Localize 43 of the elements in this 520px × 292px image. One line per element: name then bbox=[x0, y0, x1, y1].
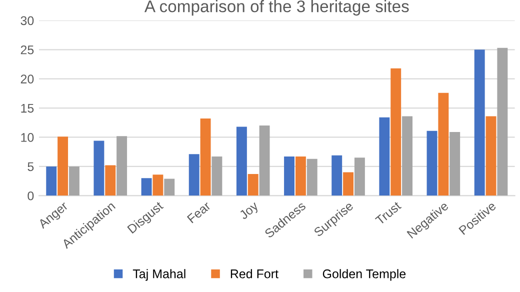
x-tick-label: Fear bbox=[186, 200, 212, 224]
bar bbox=[105, 165, 116, 196]
bar bbox=[438, 92, 449, 196]
bar bbox=[426, 130, 438, 196]
bar bbox=[390, 68, 402, 196]
x-tick-label: Joy bbox=[238, 200, 261, 222]
bar bbox=[200, 118, 211, 196]
bar bbox=[343, 172, 354, 196]
bar bbox=[248, 174, 258, 196]
bar bbox=[152, 174, 164, 196]
bar bbox=[450, 132, 460, 196]
bar bbox=[497, 48, 508, 196]
y-tick-label: 5 bbox=[28, 162, 34, 172]
y-tick-label: 15 bbox=[21, 104, 34, 113]
bar bbox=[212, 156, 222, 196]
bar bbox=[284, 156, 295, 196]
bar bbox=[486, 116, 496, 196]
bar bbox=[474, 50, 485, 196]
bar bbox=[295, 156, 306, 196]
bar bbox=[188, 154, 200, 196]
bar bbox=[306, 158, 318, 196]
y-tick-label: 10 bbox=[21, 133, 34, 142]
bar bbox=[379, 117, 390, 196]
bar bbox=[68, 166, 80, 196]
y-tick-label: 25 bbox=[20, 45, 34, 54]
bar bbox=[116, 136, 128, 196]
bar bbox=[46, 166, 57, 196]
bar bbox=[236, 126, 247, 196]
chart-title: A comparison of the 3 heritage sites bbox=[144, 0, 409, 16]
y-tick-label: 30 bbox=[20, 16, 34, 26]
y-tick-label: 0 bbox=[28, 191, 34, 200]
legend-label: Red Fort bbox=[230, 269, 278, 278]
bar bbox=[94, 140, 104, 196]
y-tick-label: 20 bbox=[20, 74, 34, 84]
legend-label: Golden Temple bbox=[322, 269, 406, 281]
bar bbox=[354, 158, 365, 196]
bar bbox=[141, 178, 152, 196]
bar bbox=[164, 178, 175, 196]
legend-label: Taj Mahal bbox=[132, 269, 186, 281]
bar bbox=[332, 155, 342, 196]
bar bbox=[402, 116, 413, 196]
bar bbox=[259, 126, 270, 196]
bar bbox=[58, 136, 68, 196]
